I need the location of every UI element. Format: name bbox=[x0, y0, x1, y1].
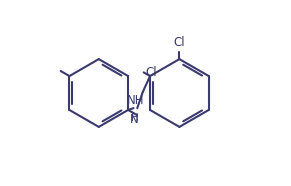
Text: Cl: Cl bbox=[174, 36, 185, 49]
Text: H: H bbox=[131, 113, 138, 123]
Text: N: N bbox=[130, 113, 139, 126]
Text: NH: NH bbox=[127, 94, 144, 107]
Text: Cl: Cl bbox=[146, 66, 157, 79]
